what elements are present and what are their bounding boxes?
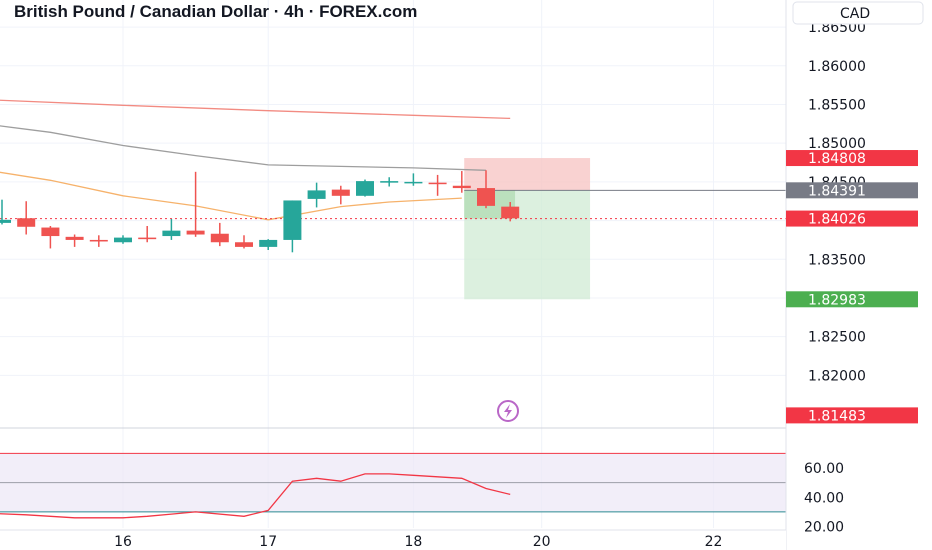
currency-label: CAD [840,6,870,22]
moving-average-line [0,125,487,171]
candle-body [89,239,108,242]
time-tick-label: 16 [114,534,132,550]
candle-up [114,235,132,244]
indicator-tick-label: 60.00 [804,461,844,477]
price-tick-label: 1.86000 [808,59,866,75]
candle-down [186,171,205,237]
candle-down [41,225,60,249]
candle-body [477,188,495,206]
price-tag: 1.81483 [786,407,918,424]
indicator-tick-label: 20.00 [804,520,844,536]
moving-averages [0,99,511,221]
candle-body [186,230,205,235]
candle-up [380,177,399,187]
candle-down [210,222,229,247]
price-tag-background [786,150,918,167]
candle-down [452,171,471,193]
price-tag-label: 1.84808 [808,151,866,167]
price-axis[interactable]: 1.865001.860001.855001.850001.845001.835… [808,20,866,384]
candle-down [89,235,108,247]
price-tag: 1.84391 [786,182,918,199]
candle-down [17,201,36,235]
price-tag: 1.84026 [786,210,918,228]
candle-body [331,189,350,196]
candle-body [17,218,36,227]
candle-body [283,200,302,240]
candle-body [41,227,60,237]
candle-body [428,182,447,185]
price-tag-background [786,210,918,227]
price-tag-background [786,291,918,308]
time-tick-label: 17 [259,534,277,550]
chart-title: British Pound / Canadian Dollar · 4h · F… [14,2,417,21]
candle-body [307,190,326,199]
currency-button[interactable]: CAD [792,1,924,25]
moving-average-line [0,99,511,120]
price-tick-label: 1.83500 [808,252,866,268]
time-tick-label: 18 [404,534,422,550]
candle-up [356,179,374,197]
candle-down [477,170,495,209]
time-tick-label: 20 [533,534,551,550]
candle-down [138,225,157,243]
time-axis-background [0,530,786,550]
candle-body [356,181,374,196]
candle-body [235,242,253,247]
price-tag-label: 1.84391 [808,183,866,199]
candle-body [259,239,278,247]
candle-body [0,219,11,223]
price-tag-background [786,407,918,424]
candle-body [452,185,471,189]
candle-up [0,199,11,225]
price-tag-label: 1.81483 [808,408,866,424]
candle-up [283,200,302,253]
price-tag: 1.84808 [786,150,918,167]
lightning-icon[interactable] [497,400,519,422]
candle-up [162,219,181,240]
indicator-tick-label: 40.00 [804,490,844,506]
candle-down [428,174,447,196]
price-grid [0,0,786,528]
price-tag-label: 1.84026 [808,212,866,228]
candle-body [501,206,520,219]
candle-down [65,234,84,247]
price-tags: 1.84808 1.84391 1.84026 1.82983 1.81483 [786,150,918,424]
candle-body [380,181,399,183]
rsi-pane[interactable] [0,452,786,519]
candle-up [404,173,423,186]
position-tool[interactable] [464,158,786,300]
price-tick-label: 1.85000 [808,136,866,152]
price-tag-label: 1.82983 [808,292,866,308]
candles[interactable] [0,170,520,253]
candle-body [404,181,423,184]
candle-up [307,182,326,208]
moving-average-line [0,171,462,221]
candle-body [162,230,181,237]
indicator-axis[interactable]: 60.00 40.00 20.00 [804,461,844,536]
rsi-line [0,473,511,519]
price-tag: 1.82983 [786,291,918,308]
candle-up [259,239,278,250]
price-tag-background [786,182,918,199]
price-tick-label: 1.82000 [808,368,866,384]
time-tick-label: 22 [705,534,723,550]
price-tick-label: 1.85500 [808,97,866,113]
candle-down [331,185,350,205]
candle-body [65,236,84,240]
time-axis[interactable]: 16 17 18 20 22 [0,529,786,550]
candle-body [114,237,132,243]
candle-body [210,233,229,243]
candle-down [501,202,520,222]
candle-down [235,235,253,249]
price-tick-label: 1.82500 [808,330,866,346]
stop-loss-zone [464,158,591,191]
candle-body [138,237,157,240]
